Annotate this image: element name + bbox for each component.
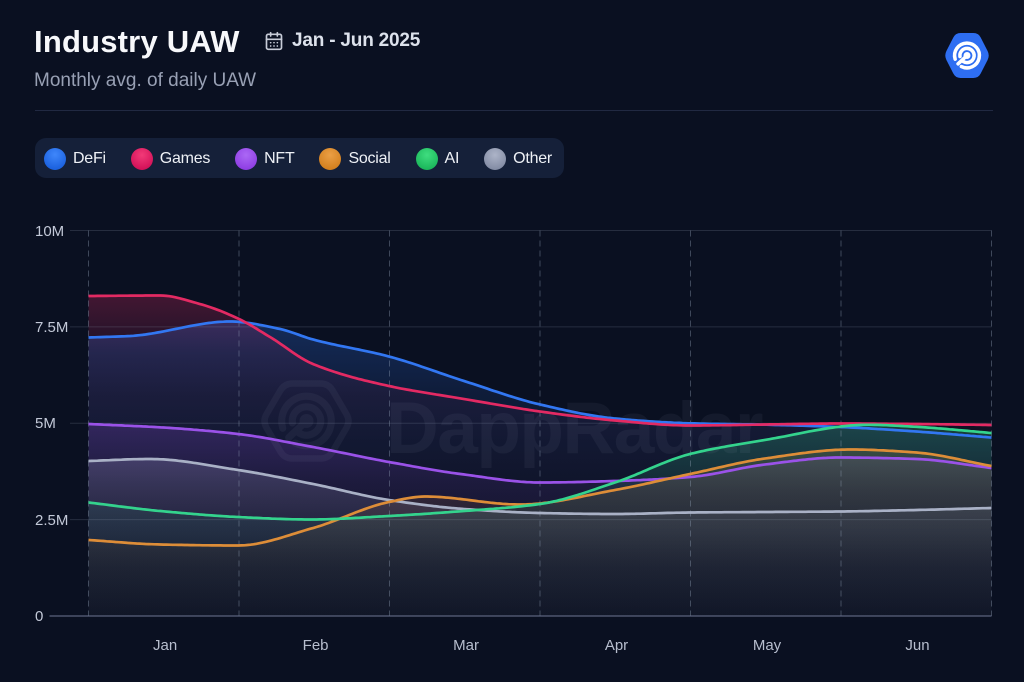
svg-text:Mar: Mar bbox=[453, 637, 479, 654]
svg-text:10M: 10M bbox=[35, 223, 64, 240]
svg-text:Jun: Jun bbox=[905, 637, 929, 654]
svg-text:5M: 5M bbox=[35, 415, 56, 432]
svg-text:0: 0 bbox=[35, 608, 43, 625]
svg-text:2.5M: 2.5M bbox=[35, 512, 68, 529]
svg-text:Apr: Apr bbox=[605, 637, 628, 654]
svg-text:Jan: Jan bbox=[153, 637, 177, 654]
svg-text:7.5M: 7.5M bbox=[35, 319, 68, 336]
svg-text:May: May bbox=[753, 637, 782, 654]
svg-text:DappRadar: DappRadar bbox=[386, 388, 763, 469]
svg-text:Feb: Feb bbox=[303, 637, 329, 654]
